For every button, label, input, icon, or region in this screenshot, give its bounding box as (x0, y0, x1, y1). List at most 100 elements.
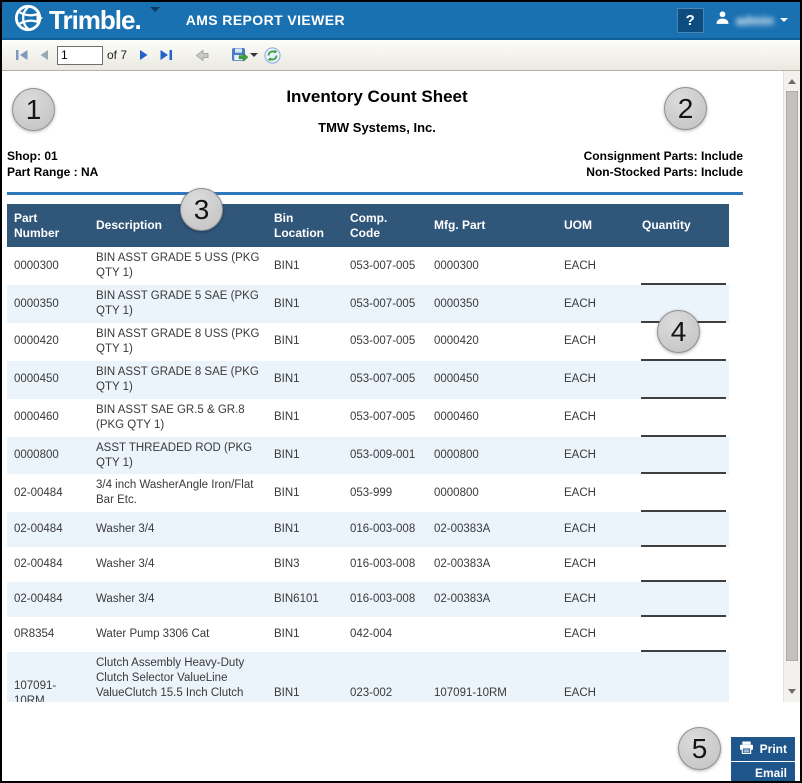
cell-part_number: 0R8354 (7, 617, 89, 653)
report-page: Inventory Count Sheet TMW Systems, Inc. … (2, 71, 783, 735)
print-button[interactable]: Print (730, 737, 795, 761)
report-footer: Print Email (2, 702, 800, 781)
cell-part_number: 0000450 (7, 360, 89, 399)
quantity-blank-line (641, 580, 726, 583)
cell-comp_code: 053-007-005 (343, 322, 427, 361)
scrollbar-thumb[interactable] (786, 91, 798, 661)
page-number-input[interactable] (57, 45, 103, 65)
cell-part_number: 0000300 (7, 247, 89, 286)
inventory-table: Part Number Description Bin Location Comp. … (7, 204, 729, 735)
email-label: Email (754, 766, 787, 780)
cell-description: BIN ASST GRADE 8 USS (PKG QTY 1) (89, 322, 267, 361)
table-header-row: Part Number Description Bin Location Comp. … (7, 204, 729, 248)
cell-mfg_part: 02-00383A (427, 582, 557, 618)
cell-comp_code: 053-999 (343, 474, 427, 513)
cell-mfg_part: 02-00383A (427, 512, 557, 548)
vertical-scrollbar (783, 71, 800, 702)
cell-part_number: 02-00484 (7, 547, 89, 583)
cell-description: Washer 3/4 (89, 582, 267, 618)
column-header-description: Description (89, 204, 267, 248)
cell-quantity (635, 360, 729, 399)
app-title: AMS REPORT VIEWER (185, 12, 345, 28)
shop-label: Shop: 01 (7, 149, 58, 163)
cell-part_number: 0000350 (7, 285, 89, 323)
column-header-uom: UOM (557, 204, 635, 248)
cell-comp_code: 053-007-005 (343, 247, 427, 286)
cell-bin_location: BIN1 (267, 398, 343, 437)
scrollbar-up-button[interactable] (784, 72, 800, 89)
cell-mfg_part: 0000300 (427, 247, 557, 286)
consignment-parts-label: Consignment Parts: Include (583, 149, 743, 163)
user-icon (715, 10, 730, 30)
report-company: TMW Systems, Inc. (318, 120, 436, 135)
cell-uom: EACH (557, 398, 635, 437)
cell-comp_code: 016-003-008 (343, 547, 427, 583)
quantity-blank-line (641, 472, 726, 475)
cell-mfg_part: 02-00383A (427, 547, 557, 583)
column-header-bin_location: Bin Location (267, 204, 343, 248)
refresh-button[interactable] (261, 44, 283, 66)
report-viewport: Inventory Count Sheet TMW Systems, Inc. … (2, 71, 800, 735)
cell-part_number: 02-00484 (7, 582, 89, 618)
quantity-blank-line (641, 283, 726, 286)
export-button[interactable] (227, 44, 261, 66)
cell-bin_location: BIN1 (267, 247, 343, 286)
username-text: admin (735, 12, 774, 28)
cell-comp_code: 042-004 (343, 617, 427, 653)
brand-caret-icon[interactable] (149, 7, 160, 17)
table-row: 0000450 BIN ASST GRADE 8 SAE (PKG QTY 1) B… (7, 360, 729, 399)
back-to-parent-report-button[interactable] (191, 44, 213, 66)
cell-bin_location: BIN3 (267, 547, 343, 583)
report-parameters: Shop: 01 Part Range : NA Consignment Par… (7, 149, 743, 180)
cell-part_number: 02-00484 (7, 512, 89, 548)
next-page-button[interactable] (133, 44, 155, 66)
cell-part_number: 0000460 (7, 398, 89, 437)
cell-uom: EACH (557, 436, 635, 475)
cell-uom: EACH (557, 285, 635, 323)
non-stocked-parts-label: Non-Stocked Parts: Include (586, 164, 743, 179)
cell-uom: EACH (557, 582, 635, 618)
params-left: Shop: 01 Part Range : NA (7, 149, 98, 180)
cell-quantity (635, 474, 729, 513)
cell-uom: EACH (557, 322, 635, 361)
action-buttons: Print Email (730, 737, 795, 781)
print-label: Print (759, 742, 787, 756)
callout-3: 3 (180, 188, 223, 231)
cell-quantity (635, 617, 729, 653)
cell-uom: EACH (557, 617, 635, 653)
cell-description: BIN ASST GRADE 5 USS (PKG QTY 1) (89, 247, 267, 286)
cell-bin_location: BIN1 (267, 436, 343, 475)
quantity-blank-line (641, 396, 726, 399)
first-page-button[interactable] (11, 44, 33, 66)
cell-description: Washer 3/4 (89, 547, 267, 583)
user-menu[interactable]: admin (715, 10, 788, 30)
table-row: 0R8354 Water Pump 3306 Cat BIN1 042-004 EACH (7, 617, 729, 653)
callout-2: 2 (664, 87, 707, 130)
cell-uom: EACH (557, 474, 635, 513)
help-button[interactable]: ? (676, 7, 704, 33)
cell-comp_code: 053-007-005 (343, 285, 427, 323)
cell-description: BIN ASST GRADE 8 SAE (PKG QTY 1) (89, 360, 267, 399)
scroll-down-icon (788, 688, 796, 698)
cell-quantity (635, 547, 729, 583)
trimble-logo: Trimble. (14, 3, 160, 38)
email-button[interactable]: Email (730, 762, 795, 781)
cell-comp_code: 016-003-008 (343, 512, 427, 548)
previous-page-button[interactable] (33, 44, 55, 66)
cell-description: BIN ASST GRADE 5 SAE (PKG QTY 1) (89, 285, 267, 323)
params-right: Consignment Parts: Include Non-Stocked P… (584, 149, 743, 180)
export-dropdown-caret-icon (249, 53, 258, 61)
cell-mfg_part: 0000800 (427, 436, 557, 475)
cell-part_number: 0000420 (7, 322, 89, 361)
cell-mfg_part (427, 617, 557, 653)
scrollbar-down-button[interactable] (784, 683, 800, 700)
quantity-blank-line (641, 510, 726, 513)
quantity-blank-line (641, 615, 726, 618)
cell-comp_code: 053-009-001 (343, 436, 427, 475)
cell-description: Water Pump 3306 Cat (89, 617, 267, 653)
column-header-quantity: Quantity (635, 204, 729, 248)
cell-mfg_part: 0000350 (427, 285, 557, 323)
last-page-button[interactable] (155, 44, 177, 66)
part-range-label: Part Range : NA (7, 164, 99, 179)
